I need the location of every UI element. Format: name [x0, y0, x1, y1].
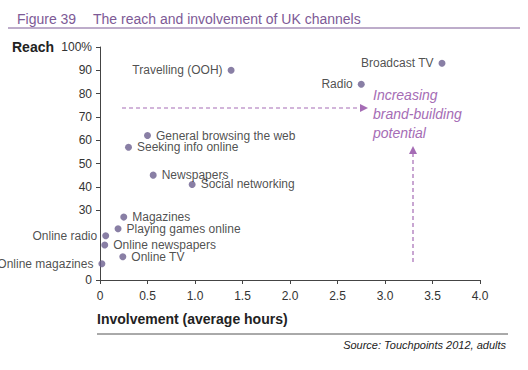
svg-text:4.0: 4.0 [472, 289, 489, 303]
svg-text:potential: potential [372, 125, 427, 141]
svg-text:3.5: 3.5 [424, 289, 441, 303]
svg-text:Playing games online: Playing games online [127, 222, 241, 236]
svg-text:1.0: 1.0 [187, 289, 204, 303]
svg-text:brand-building: brand-building [373, 106, 462, 122]
svg-text:The reach and involvement of U: The reach and involvement of UK channels [93, 11, 361, 27]
svg-text:Online radio: Online radio [32, 229, 97, 243]
svg-text:Radio: Radio [321, 77, 353, 91]
svg-text:2.0: 2.0 [282, 289, 299, 303]
svg-text:3.0: 3.0 [377, 289, 394, 303]
svg-text:Newspapers: Newspapers [161, 168, 229, 183]
svg-text:Online newspapers: Online newspapers [113, 238, 216, 253]
svg-text:40: 40 [79, 180, 93, 194]
svg-text:60: 60 [79, 133, 93, 147]
svg-text:0.5: 0.5 [139, 289, 156, 303]
svg-text:70: 70 [79, 110, 93, 124]
svg-text:Reach: Reach [12, 39, 54, 55]
svg-text:Broadcast TV: Broadcast TV [361, 56, 433, 70]
svg-text:Social networking: Social networking [201, 177, 295, 191]
svg-text:30: 30 [79, 203, 93, 217]
svg-text:Magazines: Magazines [132, 210, 191, 225]
svg-text:Increasing: Increasing [373, 87, 438, 103]
svg-text:Source: Touchpoints 2012, adul: Source: Touchpoints 2012, adults [343, 339, 506, 351]
svg-text:0: 0 [97, 289, 104, 303]
svg-text:1.5: 1.5 [234, 289, 251, 303]
svg-text:80: 80 [79, 87, 93, 101]
svg-text:Figure 39: Figure 39 [17, 11, 76, 27]
svg-text:Online TV: Online TV [131, 250, 184, 264]
svg-text:0: 0 [85, 273, 92, 287]
svg-text:90: 90 [79, 63, 93, 77]
svg-text:50: 50 [79, 157, 93, 171]
svg-text:Involvement (average hours): Involvement (average hours) [97, 311, 288, 327]
svg-text:2.5: 2.5 [329, 289, 346, 303]
svg-text:Online magazines: Online magazines [0, 257, 93, 271]
svg-text:General browsing the web: General browsing the web [156, 128, 296, 143]
svg-text:100%: 100% [61, 40, 92, 54]
svg-text:Travelling (OOH): Travelling (OOH) [132, 63, 222, 77]
svg-text:Seeking info online: Seeking info online [137, 140, 239, 154]
